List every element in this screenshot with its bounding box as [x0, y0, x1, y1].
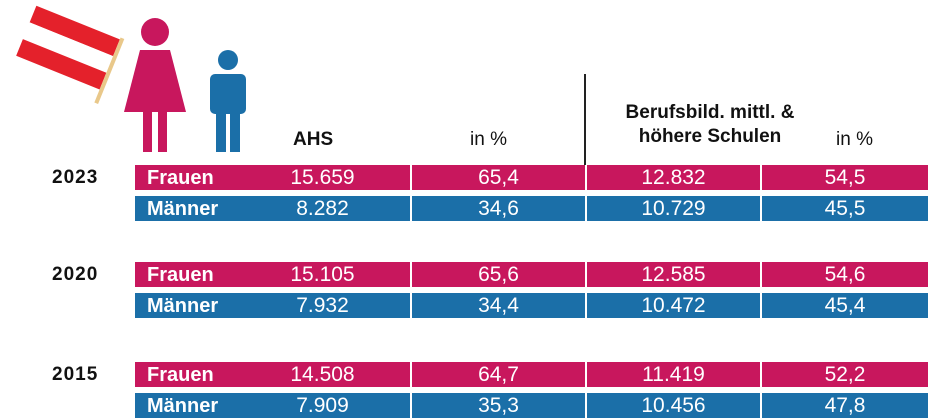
- cell: 45,5: [760, 196, 928, 221]
- year: 2023: [52, 167, 99, 188]
- cell: 65,4: [410, 165, 585, 190]
- cell: 34,4: [410, 293, 585, 318]
- cell: 10.729: [585, 196, 760, 221]
- row-bar: Frauen 15.105 65,6 12.585 54,6: [135, 262, 928, 287]
- year: 2020: [52, 264, 99, 285]
- cell: 7.932: [296, 294, 349, 317]
- header-bms: Berufsbild. mittl. & höhere Schulen: [600, 101, 820, 149]
- header-line: Berufsbild. mittl. &: [625, 102, 795, 123]
- divider: [584, 74, 586, 166]
- row-bar: Frauen 15.659 65,4 12.832 54,5: [135, 165, 928, 190]
- cell: 54,5: [760, 165, 928, 190]
- cell: 10.472: [585, 293, 760, 318]
- row-label: Männer: [147, 395, 219, 417]
- cell: 15.659: [290, 166, 355, 189]
- row-label: Männer: [147, 295, 219, 317]
- row-bar: Männer 7.932 34,4 10.472 45,4: [135, 293, 928, 318]
- cell: 47,8: [760, 393, 928, 418]
- cell: 12.832: [585, 165, 760, 190]
- cell: 65,6: [410, 262, 585, 287]
- row-bar: Frauen 14.508 64,7 11.419 52,2: [135, 362, 928, 387]
- cell: 15.105: [290, 263, 355, 286]
- cell: 34,6: [410, 196, 585, 221]
- cell: 35,3: [410, 393, 585, 418]
- row-bar: Männer 8.282 34,6 10.729 45,5: [135, 196, 928, 221]
- cell: 64,7: [410, 362, 585, 387]
- cell: 7.909: [296, 394, 349, 417]
- year: 2015: [52, 364, 99, 385]
- header-ahs: AHS: [293, 129, 334, 150]
- cell: 52,2: [760, 362, 928, 387]
- header-line: höhere Schulen: [638, 126, 782, 147]
- cell: 8.282: [296, 197, 349, 220]
- header-pct: in %: [470, 129, 507, 150]
- man-icon: [210, 50, 246, 152]
- row-bar: Männer 7.909 35,3 10.456 47,8: [135, 393, 928, 418]
- woman-icon: [124, 18, 186, 152]
- icons: [16, 5, 246, 152]
- cell: 45,4: [760, 293, 928, 318]
- cell: 54,6: [760, 262, 928, 287]
- cell: 12.585: [585, 262, 760, 287]
- cell: 14.508: [290, 363, 355, 386]
- row-label: Männer: [147, 198, 219, 220]
- flag: [16, 5, 125, 104]
- row-label: Frauen: [147, 167, 214, 189]
- row-label: Frauen: [147, 364, 214, 386]
- cell: 11.419: [585, 362, 760, 387]
- header-pct: in %: [836, 129, 873, 150]
- cell: 10.456: [585, 393, 760, 418]
- row-label: Frauen: [147, 264, 214, 286]
